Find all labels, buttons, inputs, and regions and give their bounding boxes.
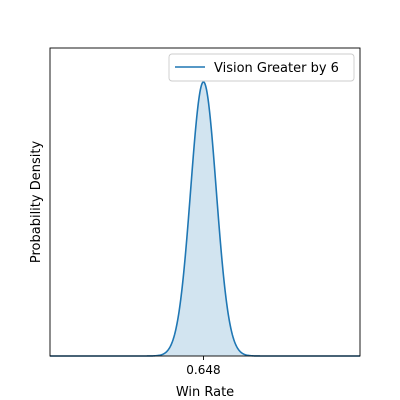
x-axis-label: Win Rate	[176, 385, 234, 400]
legend-label: Vision Greater by 6	[214, 61, 339, 76]
legend-box	[168, 53, 355, 82]
y-axis-label: Probability Density	[29, 141, 44, 264]
plot-area	[50, 81, 360, 357]
x-axis-ticks: 0.648	[186, 356, 221, 377]
legend: Vision Greater by 6	[168, 53, 355, 82]
x-tick-label: 0.648	[186, 363, 220, 377]
axes-frame	[49, 47, 361, 357]
series-area-fill	[139, 81, 267, 356]
